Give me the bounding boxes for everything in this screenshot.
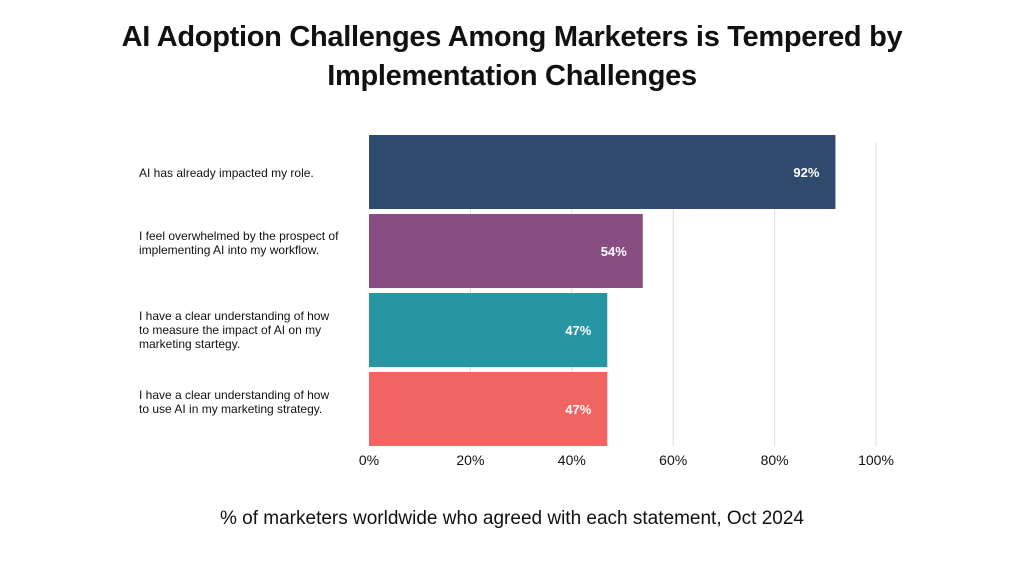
x-tick-label: 60% — [659, 452, 687, 468]
bar — [369, 214, 643, 288]
value-label: 47% — [565, 402, 591, 417]
category-label: AI has already impacted my role. — [139, 166, 314, 180]
title-line-1: AI Adoption Challenges Among Marketers i… — [121, 21, 903, 53]
value-label: 92% — [793, 165, 819, 180]
x-tick-label: 0% — [359, 452, 379, 468]
bar — [369, 372, 608, 446]
bar — [369, 293, 608, 367]
chart-title: AI Adoption Challenges Among Marketers i… — [0, 18, 1024, 96]
title-line-2: Implementation Challenges — [327, 60, 697, 92]
x-tick-label: 80% — [761, 452, 789, 468]
x-tick-label: 40% — [558, 452, 586, 468]
value-label: 47% — [565, 323, 591, 338]
chart-subtitle: % of marketers worldwide who agreed with… — [219, 508, 804, 529]
bar — [369, 135, 836, 209]
x-tick-label: 20% — [456, 452, 484, 468]
category-label: I have a clear understanding of how to m… — [139, 309, 330, 351]
category-label: I feel overwhelmed by the prospect of im… — [139, 229, 339, 257]
category-label: I have a clear understanding of how to u… — [139, 388, 330, 416]
x-tick-label: 100% — [858, 452, 894, 468]
value-label: 54% — [601, 244, 627, 259]
